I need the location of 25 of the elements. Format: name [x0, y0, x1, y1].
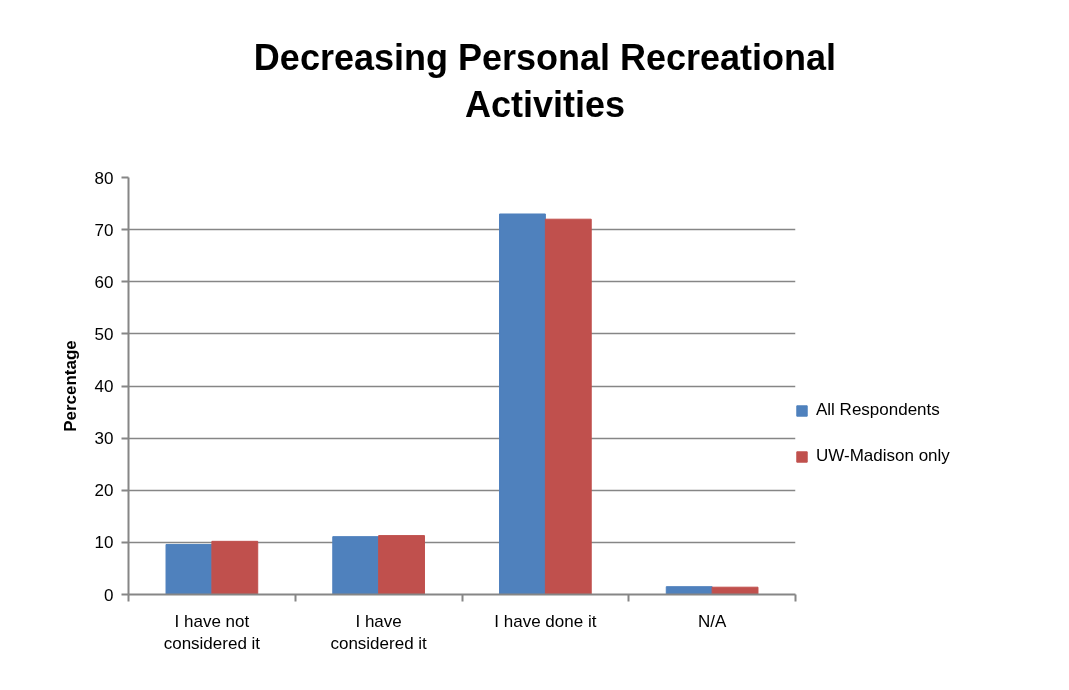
bar	[165, 543, 213, 595]
y-tick-label: 0	[104, 585, 114, 605]
x-tick-label: I have done it	[494, 611, 597, 631]
legend-label: All Respondents	[816, 400, 940, 420]
legend-label: UW-Madison only	[816, 446, 950, 466]
bar	[332, 536, 380, 595]
bar	[711, 586, 759, 595]
y-tick-label: 60	[94, 272, 114, 292]
y-axis-title: Percentage	[60, 340, 80, 432]
chart-title: Decreasing Personal Recreational Activities	[252, 36, 838, 127]
bar	[211, 540, 259, 595]
y-tick-label: 50	[94, 324, 114, 344]
bar	[544, 218, 592, 595]
bar	[665, 586, 713, 595]
y-tick-label: 70	[94, 220, 114, 240]
y-tick-label: 30	[94, 429, 114, 449]
y-tick-label: 20	[94, 481, 114, 501]
y-tick-label: 80	[94, 168, 114, 188]
y-tick-label: 40	[94, 377, 114, 396]
x-tick-label: I have not considered it	[163, 611, 261, 654]
bar	[378, 535, 425, 595]
y-tick-label: 10	[94, 533, 114, 553]
x-tick-label: N/A	[697, 611, 727, 631]
bar	[499, 213, 546, 595]
x-tick-label: I have considered it	[330, 611, 428, 654]
